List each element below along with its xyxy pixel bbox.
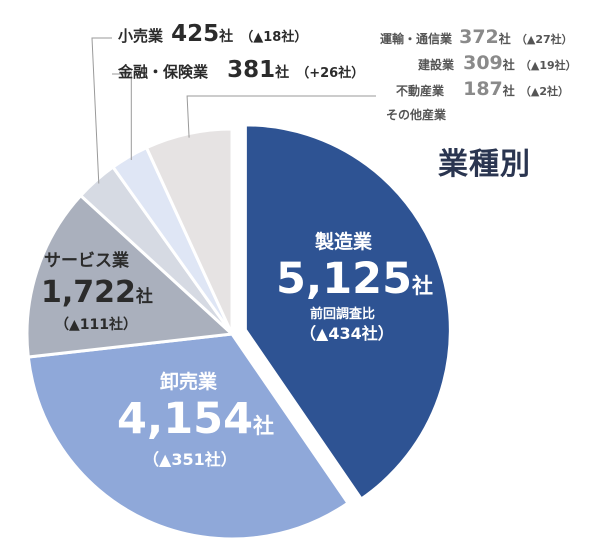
value-wholesale: 4,154	[117, 394, 254, 444]
unit-construction: 社	[502, 58, 515, 72]
slice-value-wholesale: 4,154社	[117, 398, 274, 441]
unit-retail: 社	[219, 29, 234, 45]
value-service: 1,722	[41, 275, 136, 310]
unit-wholesale: 社	[253, 414, 275, 438]
label-retail: 小売業 425社 （▲18社）	[118, 21, 308, 47]
name-construction: 建設業	[418, 58, 455, 72]
value-manufacturing: 5,125	[276, 254, 413, 304]
leader-line-finance	[112, 73, 132, 161]
change-manufacturing: ▲434社	[316, 324, 378, 343]
name-finance: 金融・保険業	[118, 63, 209, 81]
unit-transport: 社	[498, 32, 511, 46]
slice-value-manufacturing: 5,125社	[276, 258, 433, 301]
change-wholesale: ▲351社	[159, 450, 221, 469]
label-construction: 建設業 309社 （▲19社）	[418, 52, 577, 74]
unit-service: 社	[135, 287, 153, 307]
value-realestate: 187	[463, 78, 503, 100]
change-construction: ▲19社	[530, 59, 566, 72]
unit-finance: 社	[275, 65, 290, 81]
slice-change-wholesale: （▲351社）	[143, 450, 237, 469]
unit-manufacturing: 社	[412, 274, 434, 298]
value-construction: 309	[463, 52, 503, 74]
chart-title: 業種別	[438, 147, 531, 182]
name-retail: 小売業	[118, 27, 164, 45]
label-other-industries: その他産業	[386, 108, 447, 122]
change-retail: ▲18社	[253, 30, 295, 45]
label-finance: 金融・保険業 381社 （+26社）	[118, 57, 365, 83]
change-finance: +26社	[309, 66, 352, 81]
change-realestate: ▲2社	[530, 85, 559, 98]
value-finance: 381	[227, 57, 276, 83]
label-realestate: 不動産業 187社 （▲2社）	[396, 78, 570, 100]
pie-slice-other	[144, 127, 234, 335]
value-retail: 425	[171, 21, 220, 47]
name-realestate: 不動産業	[396, 84, 445, 98]
pie-slice-manufacturing	[243, 123, 452, 502]
slice-label-manufacturing: 製造業	[315, 231, 373, 253]
pie-slice-wholesale	[26, 332, 351, 541]
slice-value-service: 1,722社	[41, 278, 153, 308]
change-service: ▲111社	[69, 317, 123, 333]
label-transport: 運輸・通信業 372社 （▲27社）	[380, 26, 573, 48]
slice-change-service: （▲111社）	[55, 317, 137, 333]
name-transport: 運輸・通信業	[380, 32, 453, 46]
change-transport: ▲27社	[526, 33, 562, 46]
slice-label-service: サービス業	[44, 251, 129, 271]
slice-label-wholesale: 卸売業	[160, 371, 218, 393]
pie-slice-service	[25, 193, 236, 359]
value-transport: 372	[459, 26, 499, 48]
slice-change-manufacturing: （▲434社）	[300, 324, 394, 343]
change-caption: 前回調査比	[310, 307, 376, 322]
leader-line-retail	[91, 37, 112, 184]
leader-line-other	[186, 95, 376, 138]
unit-realestate: 社	[502, 84, 515, 98]
